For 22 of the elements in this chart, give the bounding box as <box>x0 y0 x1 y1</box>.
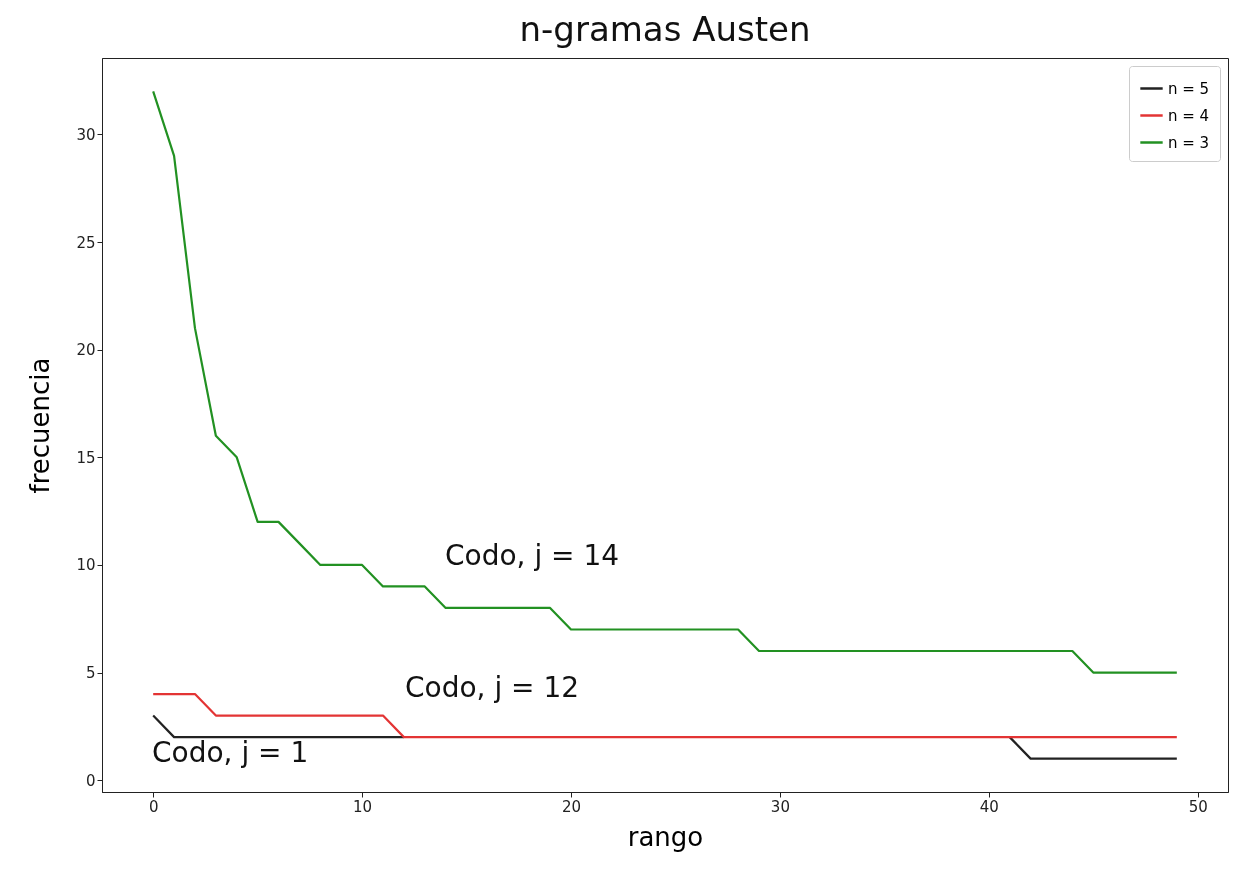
annotation: Codo, j = 1 <box>152 736 309 769</box>
legend-label: n = 5 <box>1168 79 1210 98</box>
x-tick-label: 30 <box>770 797 790 816</box>
y-tick-label: 5 <box>85 664 96 683</box>
y-tick-label: 25 <box>76 233 96 252</box>
annotation: Codo, j = 14 <box>445 539 620 572</box>
x-tick-label: 0 <box>148 797 159 816</box>
x-tick-label: 50 <box>1188 797 1208 816</box>
y-tick-label: 10 <box>76 556 96 575</box>
annotation: Codo, j = 12 <box>405 671 580 704</box>
x-tick-label: 10 <box>353 797 373 816</box>
x-axis-title: rango <box>627 821 704 852</box>
y-tick-label: 30 <box>76 125 96 144</box>
y-tick-label: 0 <box>85 771 96 790</box>
y-tick-label: 15 <box>76 448 96 467</box>
y-axis-title: frecuencia <box>25 357 56 494</box>
legend-label: n = 3 <box>1168 133 1210 152</box>
legend-label: n = 4 <box>1168 106 1210 125</box>
chart-title: n-gramas Austen <box>519 9 811 49</box>
x-tick-label: 40 <box>979 797 999 816</box>
y-tick-label: 20 <box>76 341 96 360</box>
x-tick-label: 20 <box>561 797 582 816</box>
